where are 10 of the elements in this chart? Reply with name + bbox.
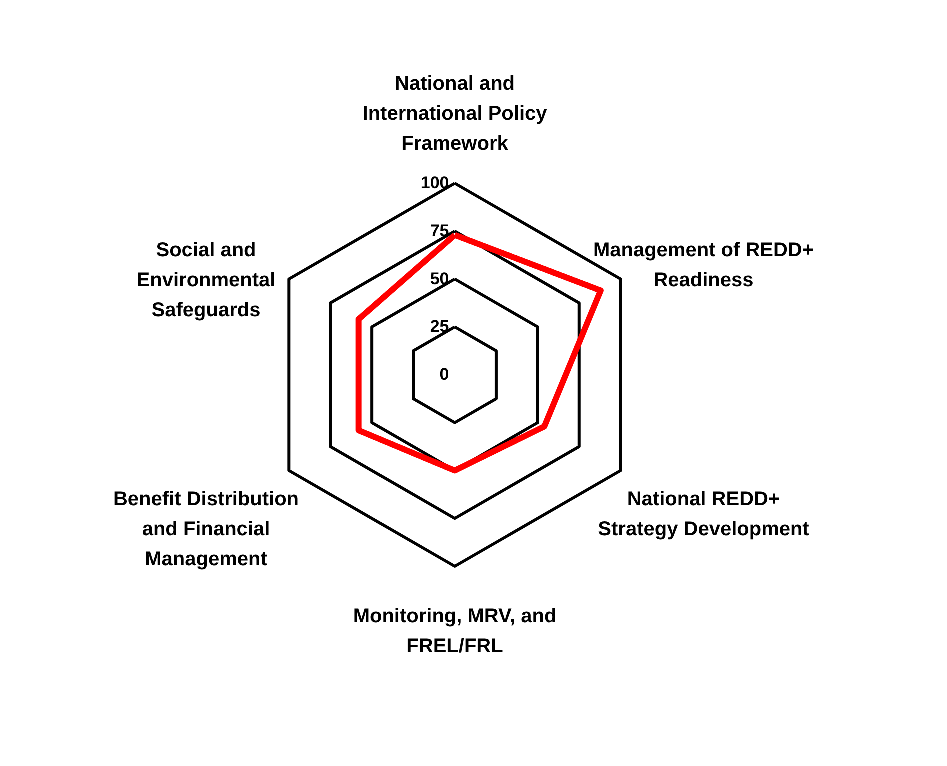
spoke-label: Social and Environmental Safeguards: [136, 240, 276, 322]
y-tick-label: 25: [430, 317, 450, 336]
spoke-label: National REDD+ Strategy Development: [598, 488, 810, 540]
y-tick-label: 0: [440, 365, 450, 384]
y-tick-label: 50: [430, 269, 450, 288]
y-tick-label: 100: [420, 174, 450, 193]
spoke-label: Monitoring, MRV, and FREL/FRL: [353, 605, 557, 658]
spoke-label: Benefit Distribution and Financial Management: [113, 488, 300, 570]
spoke-label: Management of REDD+ Readiness: [593, 240, 814, 292]
spoke-label: National and International Policy Framework: [362, 72, 548, 155]
